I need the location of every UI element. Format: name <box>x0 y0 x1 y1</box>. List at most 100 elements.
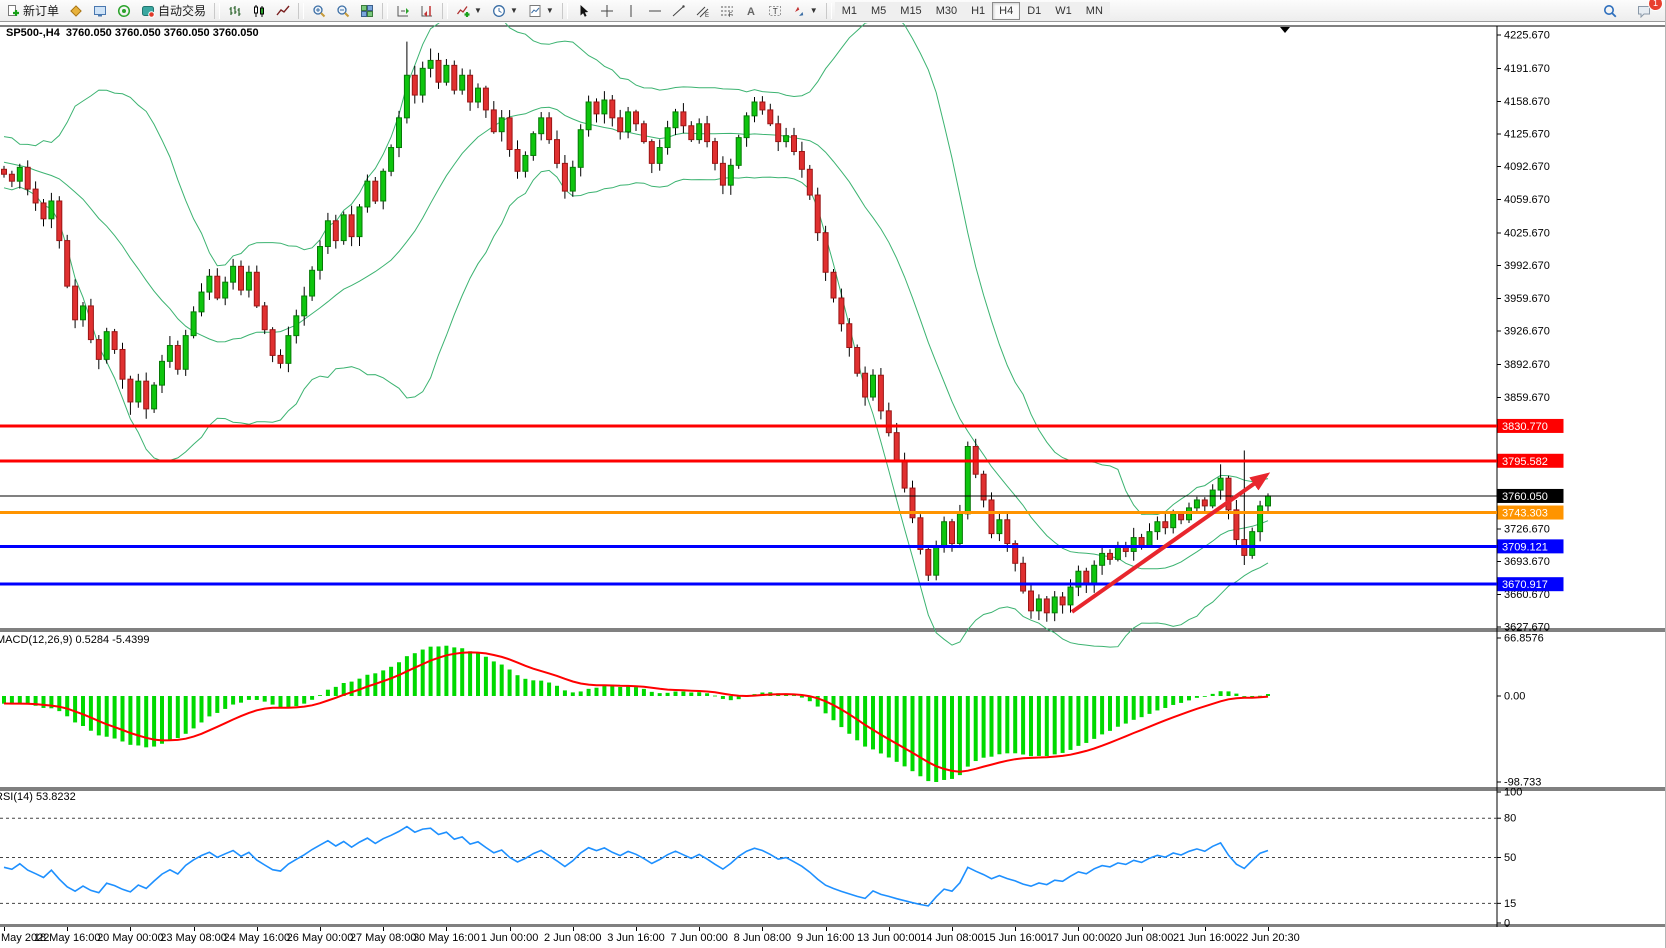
candle-body <box>403 74 410 119</box>
search-button[interactable] <box>1598 1 1622 21</box>
time-label: 14 Jun 08:00 <box>920 932 984 944</box>
tile-windows-button[interactable] <box>355 1 379 21</box>
periods-button[interactable]: ▼ <box>487 1 523 21</box>
time-tick <box>699 927 701 931</box>
new-order-button[interactable]: 新订单 <box>1 1 64 21</box>
crosshair-icon <box>600 4 613 17</box>
svg-text:4025.670: 4025.670 <box>1504 227 1550 239</box>
candle-body <box>759 101 766 111</box>
bar-chart-button[interactable] <box>223 1 247 21</box>
cursor-button[interactable] <box>571 1 595 21</box>
timeframe-h1[interactable]: H1 <box>964 1 993 20</box>
timeframe-mn[interactable]: MN <box>1078 1 1110 20</box>
time-label: 7 Jun 00:00 <box>670 932 728 944</box>
candle-body <box>1051 596 1058 614</box>
support-line-2-price-label <box>1497 577 1564 592</box>
toolbar-group-trade: 新订单 自动交易 <box>1 0 211 21</box>
candle-body <box>174 345 181 370</box>
toolbar-group-timeframes: M1 M5 M15 M30 H1 H4 D1 W1 MN <box>834 0 1110 21</box>
text-button[interactable]: A <box>739 1 763 21</box>
price-axis-ticks: 4225.670 4191.670 4158.670 4125.670 4092.670… <box>1497 30 1550 927</box>
timeframe-h4[interactable]: H4 <box>992 1 1021 20</box>
candle-body <box>893 432 900 461</box>
candle-body <box>40 202 47 220</box>
candle-body <box>111 331 118 350</box>
autotrade-icon <box>142 5 155 18</box>
candle-body <box>269 329 276 356</box>
auto-scroll-button[interactable] <box>391 1 415 21</box>
horizontal-line-button[interactable] <box>643 1 667 21</box>
svg-text:4125.670: 4125.670 <box>1504 128 1550 140</box>
timeframe-m15[interactable]: M15 <box>893 1 929 20</box>
chart-shift-button[interactable] <box>415 1 439 21</box>
pane-borders <box>0 25 1666 927</box>
candle-body <box>980 473 987 501</box>
indicators-button[interactable]: ▼ <box>451 1 487 21</box>
svg-text:3760.050: 3760.050 <box>1502 491 1548 503</box>
candle-body <box>24 166 31 190</box>
blue-monitor-icon <box>94 5 107 16</box>
candle-body <box>340 214 347 242</box>
toolbar-separator <box>442 2 449 19</box>
candle-body <box>767 109 774 125</box>
market-watch-button[interactable] <box>88 1 112 21</box>
svg-text:3693.670: 3693.670 <box>1504 556 1550 568</box>
candle-body <box>656 147 663 164</box>
candle-body <box>964 445 971 515</box>
timeframe-d1-label: D1 <box>1027 4 1042 17</box>
time-label: 24 May 16:00 <box>223 932 291 944</box>
candle-body <box>317 246 323 271</box>
timeframe-m1[interactable]: M1 <box>834 1 864 20</box>
candle-body <box>1170 513 1177 529</box>
metaeditor-button[interactable] <box>64 1 88 21</box>
candlestick-chart-button[interactable] <box>247 1 271 21</box>
chart-shift-marker[interactable] <box>1280 27 1290 33</box>
toolbar-group-zoom <box>307 0 379 21</box>
fibonacci-button[interactable]: F <box>715 1 739 21</box>
time-label: 20 Jun 08:00 <box>1109 932 1174 944</box>
time-label: 22 Jun 20:30 <box>1236 932 1300 944</box>
dropdown-caret-icon: ▼ <box>545 5 554 15</box>
plus-doc-icon <box>8 4 19 16</box>
time-axis[interactable]: May 2022 18 May 16:00 20 May 00:00 23 May 0… <box>0 927 1666 948</box>
line-chart-button[interactable] <box>271 1 295 21</box>
text-label-button[interactable]: T <box>763 1 787 21</box>
candle-body <box>814 194 821 234</box>
zoom-in-button[interactable] <box>307 1 331 21</box>
candle-body <box>230 265 237 283</box>
candle-body <box>704 123 711 143</box>
toolbar-group-draw: E F A T ▼ <box>571 0 823 21</box>
candle-body <box>585 101 592 131</box>
templates-button[interactable]: ▼ <box>523 1 559 21</box>
signals-button[interactable] <box>112 1 136 21</box>
chart-canvas[interactable]: 4225.670 4191.670 4158.670 4125.670 4092.670… <box>0 23 1666 927</box>
arrows-button[interactable]: ▼ <box>787 1 823 21</box>
timeframe-d1[interactable]: D1 <box>1020 1 1049 20</box>
timeframe-m30[interactable]: M30 <box>928 1 965 20</box>
zoom-out-button[interactable] <box>331 1 355 21</box>
time-tick <box>67 927 69 931</box>
price-axis[interactable] <box>1497 26 1666 927</box>
time-tick <box>762 927 764 931</box>
timeframe-m5[interactable]: M5 <box>864 1 894 20</box>
trend-arrow[interactable] <box>1070 472 1271 614</box>
horizontal-lines[interactable]: 3830.770 3795.582 3760.050 3743.303 3709.121… <box>0 418 1564 592</box>
time-tick <box>1078 927 1080 931</box>
resistance-line-1-price-label <box>1497 418 1564 433</box>
equidistant-channel-button[interactable]: E <box>691 1 715 21</box>
svg-text:15: 15 <box>1504 898 1516 910</box>
toolbar-separator <box>561 2 568 19</box>
candle-body <box>388 147 395 172</box>
timeframe-w1[interactable]: W1 <box>1048 1 1079 20</box>
vertical-line-button[interactable] <box>619 1 643 21</box>
svg-text:3660.670: 3660.670 <box>1504 589 1550 601</box>
candle-body <box>498 117 505 133</box>
candle-body <box>1225 477 1232 511</box>
svg-text:100: 100 <box>1504 787 1522 799</box>
autotrading-button[interactable]: 自动交易 <box>136 1 211 21</box>
time-label: 30 May 16:00 <box>413 932 480 944</box>
crosshair-button[interactable] <box>595 1 619 21</box>
candle-body <box>482 87 489 111</box>
toolbar-separator <box>214 2 221 19</box>
trendline-button[interactable] <box>667 1 691 21</box>
